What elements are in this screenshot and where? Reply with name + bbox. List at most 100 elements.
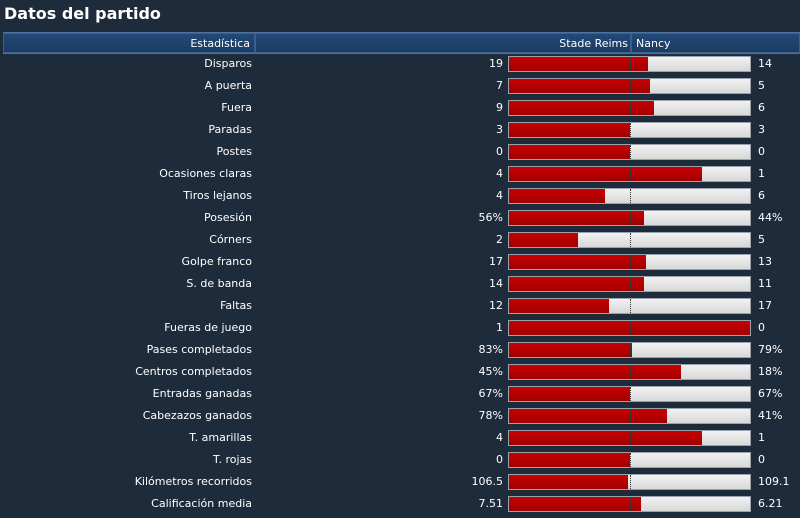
stats-table: Disparos 19 14 A puerta 7 5 Fuera 9 6 Paradas 3 3 Po… bbox=[0, 53, 800, 515]
stat-label: Ocasiones claras bbox=[159, 167, 252, 180]
away-value: 0 bbox=[758, 145, 765, 158]
table-row: Posesión 56% 44% bbox=[0, 207, 800, 229]
away-value: 44% bbox=[758, 211, 783, 224]
away-value: 41% bbox=[758, 409, 783, 422]
midpoint-line bbox=[630, 321, 631, 335]
home-share-fill bbox=[509, 475, 629, 489]
away-value: 18% bbox=[758, 365, 783, 378]
table-row: Tiros lejanos 4 6 bbox=[0, 185, 800, 207]
home-share-fill bbox=[509, 365, 682, 379]
stat-label: Córners bbox=[209, 233, 252, 246]
comparison-bar bbox=[508, 188, 751, 204]
midpoint-line bbox=[630, 167, 631, 181]
column-header-stat[interactable]: Estadística bbox=[3, 33, 255, 53]
stat-label: Tiros lejanos bbox=[183, 189, 252, 202]
home-value: 9 bbox=[496, 101, 503, 114]
home-share-fill bbox=[509, 145, 630, 159]
home-value: 0 bbox=[496, 453, 503, 466]
home-value: 12 bbox=[489, 299, 503, 312]
comparison-bar bbox=[508, 56, 751, 72]
midpoint-line bbox=[630, 123, 631, 137]
home-share-fill bbox=[509, 431, 702, 445]
away-value: 109.1 bbox=[758, 475, 790, 488]
midpoint-line bbox=[630, 79, 631, 93]
stat-label: T. rojas bbox=[213, 453, 252, 466]
stat-label: Calificación media bbox=[151, 497, 252, 510]
midpoint-line bbox=[630, 145, 631, 159]
midpoint-line bbox=[630, 365, 631, 379]
stat-label: Paradas bbox=[208, 123, 252, 136]
away-value: 11 bbox=[758, 277, 772, 290]
home-value: 19 bbox=[489, 57, 503, 70]
stat-label: Postes bbox=[216, 145, 252, 158]
home-share-fill bbox=[509, 167, 702, 181]
comparison-bar bbox=[508, 496, 751, 512]
midpoint-line bbox=[630, 277, 631, 291]
home-value: 2 bbox=[496, 233, 503, 246]
away-value: 5 bbox=[758, 79, 765, 92]
home-share-fill bbox=[509, 101, 654, 115]
home-value: 45% bbox=[478, 365, 503, 378]
stat-label: A puerta bbox=[204, 79, 252, 92]
stat-label: Golpe franco bbox=[181, 255, 252, 268]
comparison-bar bbox=[508, 232, 751, 248]
comparison-bar bbox=[508, 122, 751, 138]
home-value: 4 bbox=[496, 431, 503, 444]
midpoint-line bbox=[630, 299, 631, 313]
comparison-bar bbox=[508, 144, 751, 160]
midpoint-line bbox=[630, 211, 631, 225]
stat-label: S. de banda bbox=[186, 277, 252, 290]
stat-label: Fuera bbox=[221, 101, 252, 114]
home-value: 78% bbox=[478, 409, 503, 422]
home-value: 14 bbox=[489, 277, 503, 290]
home-share-fill bbox=[509, 79, 650, 93]
table-row: Fuera 9 6 bbox=[0, 97, 800, 119]
table-row: A puerta 7 5 bbox=[0, 75, 800, 97]
away-value: 14 bbox=[758, 57, 772, 70]
midpoint-line bbox=[630, 475, 631, 489]
comparison-bar bbox=[508, 452, 751, 468]
midpoint-line bbox=[630, 255, 631, 269]
comparison-bar bbox=[508, 298, 751, 314]
home-share-fill bbox=[509, 343, 633, 357]
home-value: 3 bbox=[496, 123, 503, 136]
stat-label: Pases completados bbox=[146, 343, 252, 356]
table-row: Fueras de juego 1 0 bbox=[0, 317, 800, 339]
home-value: 56% bbox=[478, 211, 503, 224]
stat-label: Entradas ganadas bbox=[152, 387, 252, 400]
midpoint-line bbox=[630, 57, 631, 71]
away-value: 13 bbox=[758, 255, 772, 268]
home-share-fill bbox=[509, 123, 630, 137]
home-share-fill bbox=[509, 409, 667, 423]
away-value: 0 bbox=[758, 321, 765, 334]
stats-table-header: Estadística Stade Reims Nancy bbox=[3, 32, 800, 54]
home-share-fill bbox=[509, 453, 630, 467]
away-value: 0 bbox=[758, 453, 765, 466]
comparison-bar bbox=[508, 276, 751, 292]
column-header-away-team[interactable]: Nancy bbox=[631, 33, 800, 53]
stat-label: Centros completados bbox=[135, 365, 252, 378]
column-header-home-team[interactable]: Stade Reims bbox=[255, 33, 631, 53]
stat-label: Posesión bbox=[204, 211, 252, 224]
table-row: Calificación media 7.51 6.21 bbox=[0, 493, 800, 515]
midpoint-line bbox=[630, 343, 631, 357]
home-share-fill bbox=[509, 299, 609, 313]
home-share-fill bbox=[509, 57, 648, 71]
comparison-bar bbox=[508, 320, 751, 336]
comparison-bar bbox=[508, 342, 751, 358]
away-value: 1 bbox=[758, 431, 765, 444]
comparison-bar bbox=[508, 474, 751, 490]
stat-label: Cabezazos ganados bbox=[142, 409, 252, 422]
comparison-bar bbox=[508, 364, 751, 380]
table-row: Postes 0 0 bbox=[0, 141, 800, 163]
table-row: Córners 2 5 bbox=[0, 229, 800, 251]
home-share-fill bbox=[509, 277, 644, 291]
table-row: Golpe franco 17 13 bbox=[0, 251, 800, 273]
table-row: Entradas ganadas 67% 67% bbox=[0, 383, 800, 405]
away-value: 3 bbox=[758, 123, 765, 136]
home-value: 106.5 bbox=[471, 475, 504, 488]
comparison-bar bbox=[508, 166, 751, 182]
table-row: S. de banda 14 11 bbox=[0, 273, 800, 295]
home-value: 83% bbox=[478, 343, 503, 356]
away-value: 6 bbox=[758, 101, 765, 114]
